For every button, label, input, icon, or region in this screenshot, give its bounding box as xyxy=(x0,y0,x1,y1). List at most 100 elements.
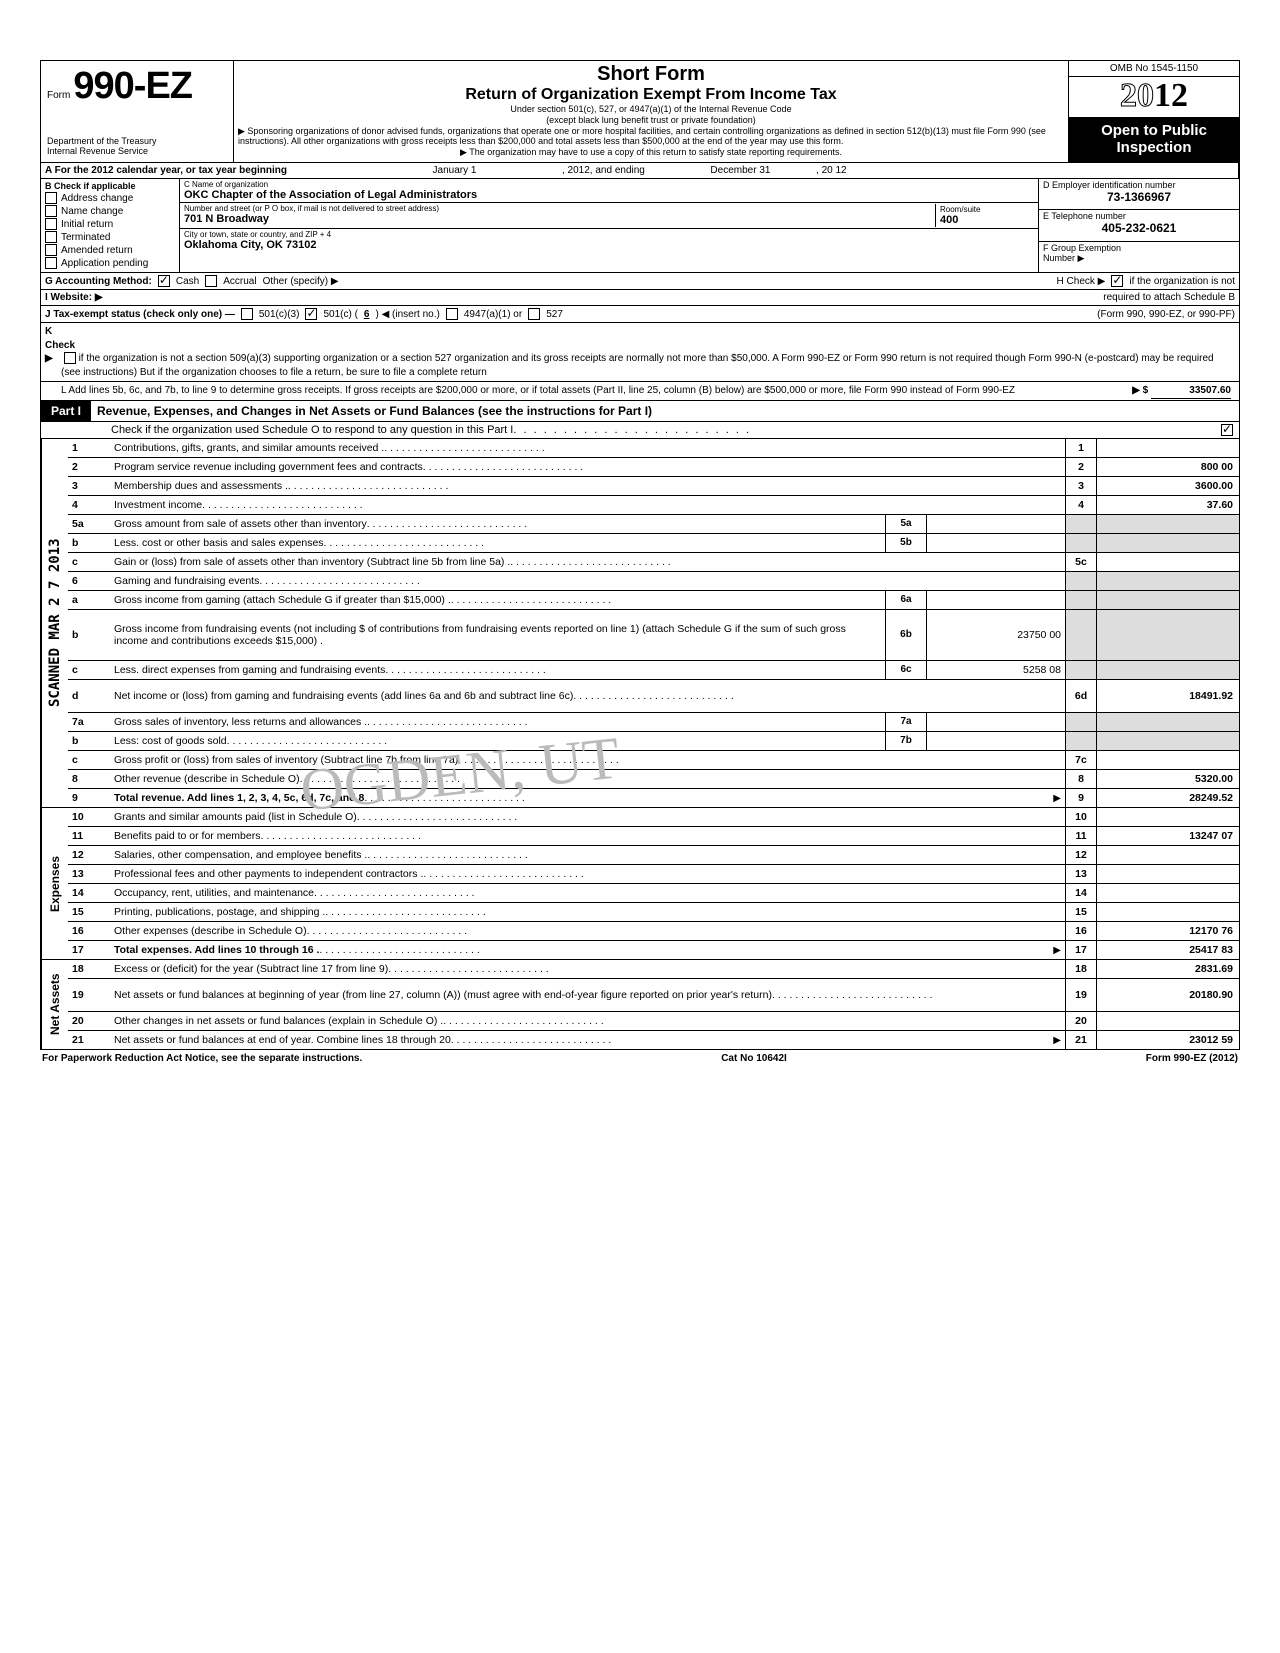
line-no-col xyxy=(1065,534,1096,552)
check-initial-return[interactable] xyxy=(45,218,57,230)
line-13: 13Professional fees and other payments t… xyxy=(68,865,1239,884)
line-desc: Less. direct expenses from gaming and fu… xyxy=(110,661,885,679)
line-desc: Salaries, other compensation, and employ… xyxy=(110,846,1065,864)
line-amount xyxy=(1096,572,1239,590)
netassets-section: Net Assets 18Excess or (deficit) for the… xyxy=(40,960,1240,1050)
line-amount: 28249.52 xyxy=(1096,789,1239,807)
check-501c3[interactable] xyxy=(241,308,253,320)
check-501c[interactable] xyxy=(305,308,317,320)
line-amount: 37.60 xyxy=(1096,496,1239,514)
revenue-section: SCANNED MAR 2 7 2013 1Contributions, gif… xyxy=(40,439,1240,808)
line-desc: Gross profit or (loss) from sales of inv… xyxy=(110,751,1065,769)
line-no-col: 5c xyxy=(1065,553,1096,571)
line-no-col: 6d xyxy=(1065,680,1096,712)
dept-irs: Internal Revenue Service xyxy=(47,146,227,156)
inner-label: 6b xyxy=(885,610,926,660)
inner-value xyxy=(926,591,1065,609)
inner-value: 5258 08 xyxy=(926,661,1065,679)
row-l: L Add lines 5b, 6c, and 7b, to line 9 to… xyxy=(40,382,1240,401)
check-527[interactable] xyxy=(528,308,540,320)
check-cash[interactable] xyxy=(158,275,170,287)
line-desc: Other changes in net assets or fund bala… xyxy=(110,1012,1065,1030)
inner-value: 23750 00 xyxy=(926,610,1065,660)
line-5a: 5aGross amount from sale of assets other… xyxy=(68,515,1239,534)
page-footer: For Paperwork Reduction Act Notice, see … xyxy=(40,1050,1240,1067)
line-16: 16Other expenses (describe in Schedule O… xyxy=(68,922,1239,941)
line-num: 4 xyxy=(68,496,110,514)
line-no-col xyxy=(1065,713,1096,731)
check-accrual[interactable] xyxy=(205,275,217,287)
line-amount: 3600.00 xyxy=(1096,477,1239,495)
check-name-change[interactable] xyxy=(45,205,57,217)
line-no-col xyxy=(1065,610,1096,660)
check-h[interactable] xyxy=(1111,275,1123,287)
line-num: 18 xyxy=(68,960,110,978)
line-a: aGross income from gaming (attach Schedu… xyxy=(68,591,1239,610)
line-num: 1 xyxy=(68,439,110,457)
line-1: 1Contributions, gifts, grants, and simil… xyxy=(68,439,1239,458)
line-amount xyxy=(1096,591,1239,609)
line-no-col: 8 xyxy=(1065,770,1096,788)
line-desc: Program service revenue including govern… xyxy=(110,458,1065,476)
line-desc: Total expenses. Add lines 10 through 16 … xyxy=(110,941,1065,959)
line-no-col xyxy=(1065,732,1096,750)
line-num: 9 xyxy=(68,789,110,807)
line-num: 11 xyxy=(68,827,110,845)
line-amount: 13247 07 xyxy=(1096,827,1239,845)
ein: 73-1366967 xyxy=(1043,190,1235,204)
check-amended[interactable] xyxy=(45,244,57,256)
line-desc: Excess or (deficit) for the year (Subtra… xyxy=(110,960,1065,978)
inner-value xyxy=(926,713,1065,731)
line-desc: Other expenses (describe in Schedule O) xyxy=(110,922,1065,940)
line-no-col: 11 xyxy=(1065,827,1096,845)
line-desc: Gaming and fundraising events xyxy=(110,572,1065,590)
line-desc: Benefits paid to or for members xyxy=(110,827,1065,845)
part1-header: Part I Revenue, Expenses, and Changes in… xyxy=(40,401,1240,422)
side-revenue: SCANNED MAR 2 7 2013 xyxy=(41,439,68,807)
check-4947[interactable] xyxy=(446,308,458,320)
check-schedule-o[interactable] xyxy=(1221,424,1233,436)
line-num: 12 xyxy=(68,846,110,864)
line-num: c xyxy=(68,553,110,571)
inner-label: 7b xyxy=(885,732,926,750)
open-to-public: Open to Public Inspection xyxy=(1069,117,1239,162)
line-desc: Gain or (loss) from sale of assets other… xyxy=(110,553,1065,571)
line-8: 8Other revenue (describe in Schedule O)8… xyxy=(68,770,1239,789)
line-4: 4Investment income437.60 xyxy=(68,496,1239,515)
line-amount: 800 00 xyxy=(1096,458,1239,476)
line-b: bLess. cost or other basis and sales exp… xyxy=(68,534,1239,553)
line-amount xyxy=(1096,713,1239,731)
line-amount: 18491.92 xyxy=(1096,680,1239,712)
part1-tab: Part I xyxy=(41,401,91,421)
line-num: c xyxy=(68,661,110,679)
check-k[interactable] xyxy=(64,352,76,364)
line-desc: Less. cost or other basis and sales expe… xyxy=(110,534,885,552)
line-no-col: 14 xyxy=(1065,884,1096,902)
line-no-col: 19 xyxy=(1065,979,1096,1011)
line-amount xyxy=(1096,865,1239,883)
line-no-col xyxy=(1065,661,1096,679)
line-no-col: 1 xyxy=(1065,439,1096,457)
line-no-col: 7c xyxy=(1065,751,1096,769)
check-address-change[interactable] xyxy=(45,192,57,204)
col-b-checks: B Check if applicable Address change Nam… xyxy=(41,179,180,272)
form-label: Form xyxy=(47,90,70,101)
line-desc: Gross income from fundraising events (no… xyxy=(110,610,885,660)
line-amount xyxy=(1096,808,1239,826)
line-amount xyxy=(1096,534,1239,552)
line-amount xyxy=(1096,553,1239,571)
line-no-col: 17 xyxy=(1065,941,1096,959)
omb-cell: OMB No 1545-1150 2012 Open to Public Ins… xyxy=(1069,61,1239,162)
row-k: K Check ▶ if the organization is not a s… xyxy=(40,323,1240,382)
check-app-pending[interactable] xyxy=(45,257,57,269)
line-num: 17 xyxy=(68,941,110,959)
line-c: cGross profit or (loss) from sales of in… xyxy=(68,751,1239,770)
inner-value xyxy=(926,534,1065,552)
line-num: b xyxy=(68,610,110,660)
line-amount: 25417 83 xyxy=(1096,941,1239,959)
line-num: 20 xyxy=(68,1012,110,1030)
check-terminated[interactable] xyxy=(45,231,57,243)
line-desc: Contributions, gifts, grants, and simila… xyxy=(110,439,1065,457)
copy-note: ▶ The organization may have to use a cop… xyxy=(238,147,1064,158)
line-num: 19 xyxy=(68,979,110,1011)
